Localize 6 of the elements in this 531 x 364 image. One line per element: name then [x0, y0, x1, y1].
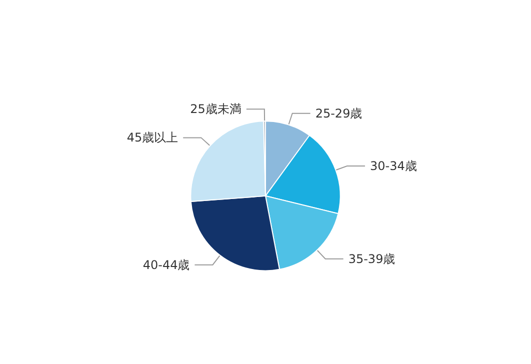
slice-label: 40-44歳	[142, 258, 190, 272]
slice-label: 30-34歳	[370, 159, 417, 173]
slice-label: 25-29歳	[315, 106, 362, 120]
slice-label: 25歳未満	[190, 102, 242, 116]
slice-label: 45歳以上	[126, 130, 178, 145]
slice-label: 35-39歳	[348, 252, 396, 266]
